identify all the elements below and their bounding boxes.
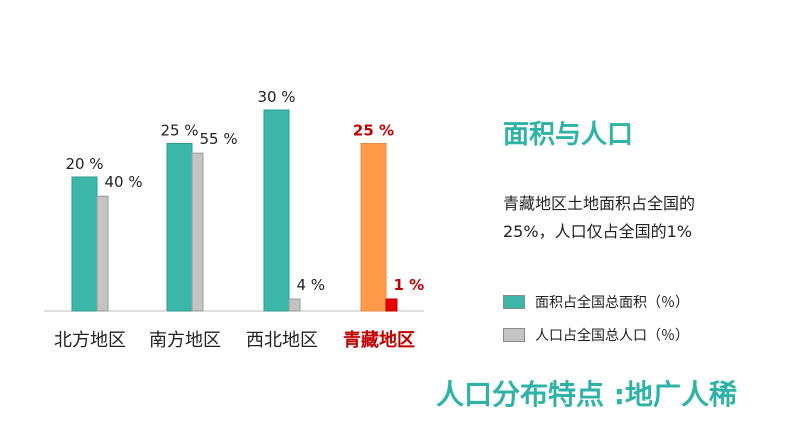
legend-label-population: 人口占全国总人口（％）: [535, 327, 689, 344]
data-label-population-1: 40 %: [105, 173, 143, 191]
bar-area-1: [71, 176, 98, 312]
panel-title: 面积与人口: [503, 120, 634, 150]
legend-swatch-population: [503, 327, 525, 342]
legend-item-area: 面积占全国总面积（％）: [503, 285, 689, 318]
bar-population-1: [96, 195, 109, 312]
bar-area-2: [166, 143, 193, 312]
data-label-area-3: 30 %: [257, 88, 295, 106]
legend-swatch-area: [503, 294, 525, 309]
data-label-area-2: 25 %: [160, 122, 198, 140]
description-line-2: 25%，人口仅占全国的1%: [503, 222, 692, 241]
feature-summary: 人口分布特点 :地广人稀: [436, 378, 737, 411]
data-label-area-1: 20 %: [65, 155, 103, 173]
category-label-3: 西北地区: [246, 330, 318, 351]
bar-population-2: [191, 152, 204, 312]
legend-label-area: 面积占全国总面积（％）: [535, 294, 689, 311]
bar-population-3: [288, 298, 301, 312]
data-label-population-4: 1 %: [394, 276, 425, 294]
bar-area-3: [263, 109, 290, 312]
chart-legend: 面积占全国总面积（％） 人口占全国总人口（％）: [503, 285, 689, 351]
data-label-area-4: 25 %: [353, 122, 394, 140]
description-line-1: 青藏地区土地面积占全国的: [503, 194, 696, 213]
category-label-2: 南方地区: [149, 330, 221, 351]
bar-population-4: [385, 298, 398, 312]
data-label-population-2: 55 %: [200, 130, 238, 148]
legend-item-population: 人口占全国总人口（％）: [503, 318, 689, 351]
data-label-population-3: 4 %: [297, 276, 326, 294]
bar-area-4: [360, 143, 387, 312]
category-label-4: 青藏地区: [343, 329, 415, 351]
description: 青藏地区土地面积占全国的 25%，人口仅占全国的1%: [503, 190, 783, 246]
category-label-1: 北方地区: [54, 330, 126, 351]
